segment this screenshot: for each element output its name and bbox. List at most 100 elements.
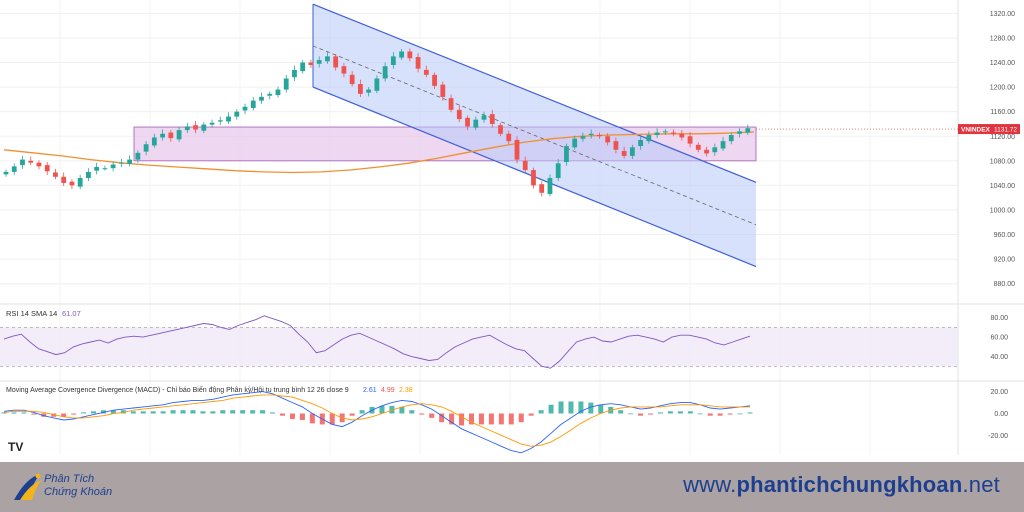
macd-histogram-bar (737, 413, 743, 415)
macd-histogram-bar (558, 401, 564, 414)
candle-body (572, 138, 578, 148)
candle-body (283, 78, 289, 90)
macd-histogram-bar (190, 410, 196, 414)
macd-histogram-bar (468, 413, 474, 425)
rsi-tick-label: 40.00 (990, 354, 1008, 361)
candle-body (481, 115, 487, 120)
rsi-line (3, 315, 751, 369)
candle-body (588, 133, 594, 136)
candle-body (44, 165, 50, 172)
candle-body (489, 114, 495, 124)
candle-body (333, 56, 339, 68)
macd-histogram-bar (588, 402, 594, 414)
macd-histogram-bar (747, 412, 753, 414)
tradingview-logo: TV (8, 440, 24, 454)
candle-body (605, 136, 611, 143)
macd-histogram-bar (459, 413, 465, 426)
macd-histogram-bar (309, 413, 315, 424)
macd-histogram-bar (100, 410, 106, 414)
candle-body (69, 181, 75, 186)
macd-histogram-bar (280, 413, 286, 416)
candle-body (621, 151, 627, 156)
candle-body (135, 152, 141, 160)
price-tick-label: 1280.00 (990, 35, 1015, 42)
candle-body (11, 166, 17, 172)
candle-body (695, 144, 701, 150)
candle-body (53, 172, 58, 177)
candle-body (250, 100, 256, 108)
rsi-tick-label: 80.00 (990, 315, 1008, 322)
price-tick-label: 1320.00 (990, 11, 1015, 18)
candle-body (259, 96, 264, 101)
candle-body (555, 163, 561, 179)
candle-body (308, 62, 314, 65)
macd-histogram-bar (210, 411, 216, 414)
candle-body (176, 130, 182, 140)
macd-histogram-bar (419, 413, 425, 415)
channel-upper-line (312, 3, 757, 183)
macd-histogram-bar (31, 413, 37, 415)
macd-histogram-bar (488, 413, 494, 425)
macd-histogram-bar (200, 411, 206, 414)
macd-histogram-bar (707, 413, 713, 416)
candle-body (465, 117, 470, 127)
candle-body (597, 135, 602, 137)
macd-histogram-bar (71, 413, 77, 415)
candle-body (662, 131, 668, 133)
candle-body (341, 66, 347, 74)
candle-body (234, 111, 240, 117)
macd-histogram-bar (727, 413, 733, 415)
candle-body (448, 98, 454, 110)
macd-histogram-bar (508, 413, 514, 425)
macd-histogram-bar (578, 401, 584, 414)
candle-body (654, 132, 660, 136)
candle-body (275, 89, 281, 96)
price-tick-label: 1040.00 (990, 183, 1015, 190)
macd-histogram-bar (359, 410, 365, 414)
macd-histogram-bar (638, 413, 644, 416)
candle-body (102, 168, 108, 170)
macd-histogram-bar (538, 410, 544, 414)
candle-body (110, 164, 116, 169)
macd-histogram-bar (120, 410, 126, 414)
url-suffix: .net (962, 472, 1000, 497)
candle-body (671, 132, 676, 134)
candle-body (704, 149, 709, 154)
price-chart[interactable]: 1320.00 1280.00 1240.00 1200.00 1160.00 1120.… (0, 0, 1024, 462)
candle-body (432, 74, 437, 86)
candle-body (498, 125, 503, 134)
macd-histogram-bar (697, 413, 703, 415)
macd-histogram-bar (170, 410, 176, 414)
candle-body (638, 139, 644, 147)
candle-body (201, 124, 207, 131)
rsi-tick-label: 60.00 (990, 335, 1008, 342)
macd-histogram-bar (429, 413, 435, 418)
chart-area[interactable]: 1320.00 1280.00 1240.00 1200.00 1160.00 1120.… (0, 0, 1024, 462)
macd-value: 4.99 (381, 387, 395, 394)
site-url[interactable]: www.phantichchungkhoan.net (683, 472, 1000, 498)
logo-text-line2: Chứng Khoán (44, 486, 113, 498)
candle-body (399, 51, 405, 58)
macd-histogram-bar (409, 410, 415, 414)
candle-body (184, 126, 190, 131)
macd-histogram-bar (180, 410, 186, 414)
candle-body (456, 109, 462, 120)
candle-body (292, 69, 297, 78)
candle-body (193, 125, 198, 130)
macd-histogram-bar (687, 411, 693, 414)
candle-body (316, 60, 322, 64)
macd-histogram-bar (130, 411, 136, 414)
macd-histogram-bar (240, 410, 246, 414)
macd-histogram-bar (439, 413, 445, 423)
macd-histogram-bar (618, 410, 624, 414)
macd-histogram-bar (160, 411, 166, 414)
candle-body (28, 160, 34, 163)
price-tick-label: 1000.00 (990, 207, 1015, 214)
candle-body (712, 147, 718, 153)
macd-histogram-bar (648, 413, 654, 415)
macd-histogram-bar (110, 410, 116, 414)
candle-body (547, 178, 553, 195)
candle-body (357, 84, 363, 94)
candle-body (242, 106, 248, 111)
candle-body (539, 184, 545, 193)
